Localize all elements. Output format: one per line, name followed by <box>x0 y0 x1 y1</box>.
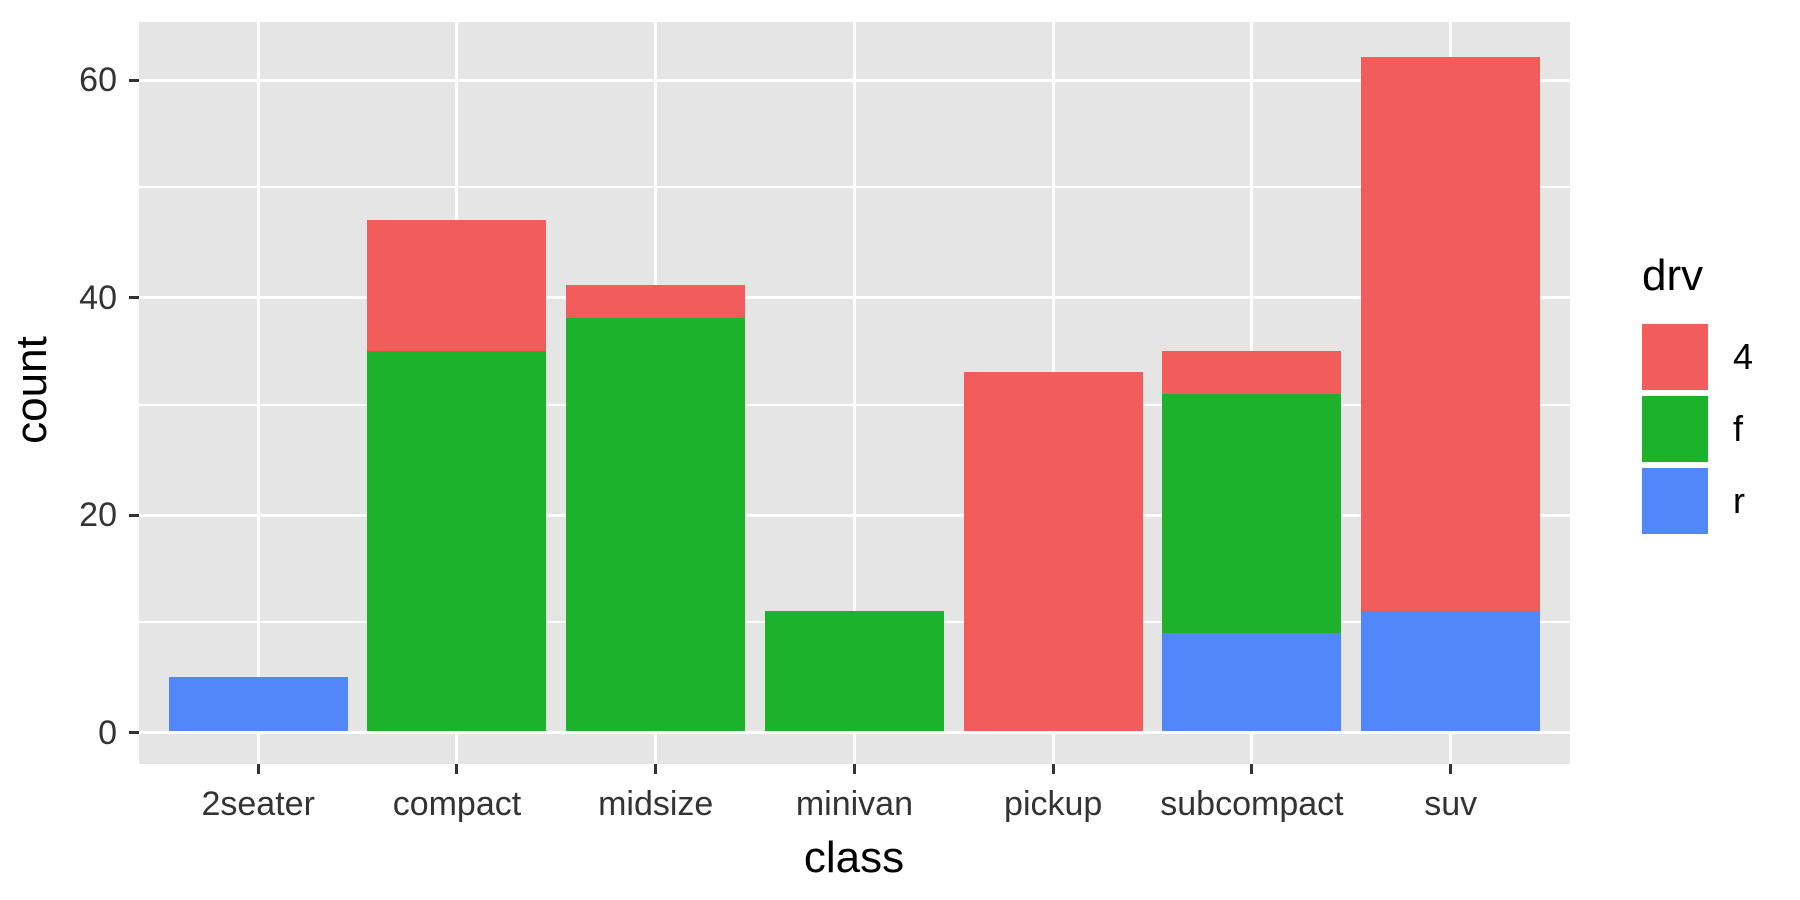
bar-segment-compact-4 <box>367 220 547 351</box>
legend-label: r <box>1733 480 1745 521</box>
y-tick-0 <box>129 731 139 734</box>
legend-swatch-r <box>1642 468 1708 534</box>
x-tick-minivan <box>852 764 856 774</box>
x-tick-2seater <box>256 764 260 774</box>
legend-title: drv <box>1642 251 1704 300</box>
x-tick-label: pickup <box>1004 785 1103 823</box>
y-tick-label: 40 <box>79 278 117 317</box>
bar-segment-subcompact-r <box>1162 633 1342 731</box>
legend-entry-4: 4 <box>1642 324 1753 390</box>
legend-swatch-4 <box>1642 324 1708 390</box>
bar-segment-subcompact-f <box>1162 393 1342 634</box>
x-tick-label: subcompact <box>1160 785 1344 823</box>
x-tick-pickup <box>1051 764 1055 774</box>
y-tick-label: 20 <box>79 496 117 535</box>
legend-entry-r: r <box>1642 468 1753 534</box>
y-axis-title: count <box>7 336 56 444</box>
x-tick-label: compact <box>392 785 522 823</box>
bar-segment-midsize-4 <box>566 285 746 318</box>
x-tick-label: 2seater <box>201 785 315 823</box>
bar-segment-suv-4 <box>1361 56 1541 612</box>
x-tick-compact <box>455 764 459 774</box>
y-tick-label: 60 <box>79 61 117 100</box>
x-tick-subcompact <box>1250 764 1254 774</box>
gridline-major-x-2seater <box>256 22 260 764</box>
y-tick-label: 0 <box>98 713 117 752</box>
x-tick-label: suv <box>1424 785 1478 823</box>
x-tick-midsize <box>654 764 658 774</box>
bar-segment-midsize-f <box>566 317 746 731</box>
legend-label: 4 <box>1733 336 1754 377</box>
legend-label: f <box>1733 408 1744 449</box>
y-tick-60 <box>129 78 139 82</box>
x-tick-suv <box>1449 764 1453 774</box>
bar-segment-minivan-f <box>764 611 944 731</box>
x-tick-label: minivan <box>795 785 914 823</box>
bar-segment-pickup-4 <box>963 372 1143 731</box>
legend-swatch-f <box>1642 396 1708 462</box>
bar-segment-suv-r <box>1361 611 1541 731</box>
x-axis-title: class <box>803 833 905 882</box>
legend-entry-f: f <box>1642 396 1753 462</box>
bar-segment-subcompact-4 <box>1162 350 1342 394</box>
bar-segment-2seater-r <box>168 676 348 731</box>
x-tick-label: midsize <box>598 785 714 823</box>
y-tick-40 <box>129 296 139 300</box>
y-tick-20 <box>129 513 139 517</box>
bar-segment-compact-f <box>367 350 547 731</box>
gridline-major-x-minivan <box>852 22 856 764</box>
